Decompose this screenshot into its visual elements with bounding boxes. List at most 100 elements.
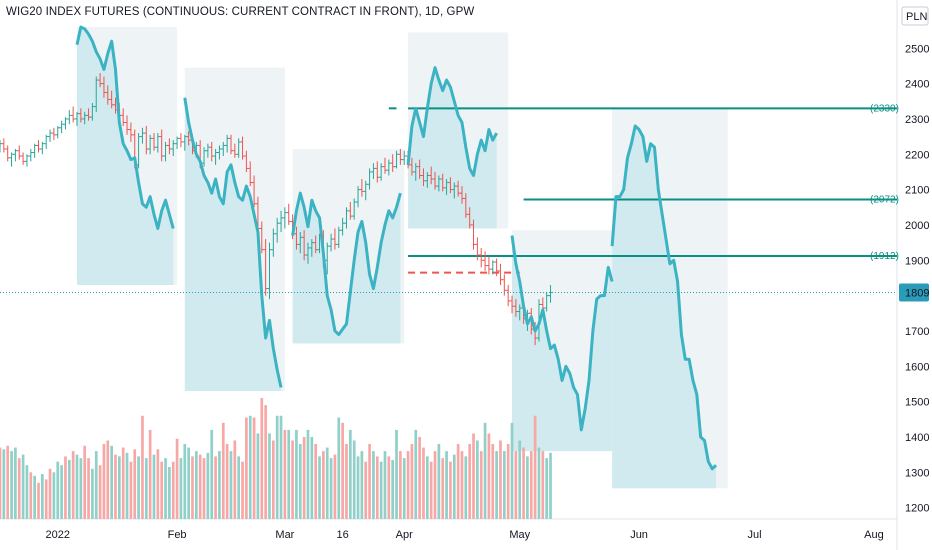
volume-bar bbox=[452, 454, 456, 519]
volume-bar bbox=[160, 461, 164, 519]
x-tick-Feb: Feb bbox=[168, 529, 187, 541]
volume-bar bbox=[526, 456, 529, 519]
volume-bar bbox=[445, 451, 448, 519]
x-tick-Aug: Aug bbox=[864, 529, 884, 541]
projection-line-2 bbox=[183, 97, 283, 388]
volume-bar bbox=[422, 447, 425, 519]
volume-bar bbox=[114, 454, 117, 519]
volume-bar bbox=[152, 454, 156, 519]
last-price-badge bbox=[899, 283, 929, 302]
volume-bar bbox=[314, 444, 318, 519]
volume-bar bbox=[279, 415, 283, 519]
volume-bar bbox=[2, 449, 6, 519]
volume-bar bbox=[17, 458, 21, 519]
volume-bar bbox=[144, 458, 148, 519]
volume-bar bbox=[337, 417, 341, 519]
y-tick-1600: 1600 bbox=[905, 361, 929, 373]
volume-bar bbox=[375, 456, 379, 519]
volume-bar bbox=[164, 458, 167, 519]
volume-bar bbox=[0, 447, 2, 519]
volume-bar bbox=[214, 456, 217, 519]
volume-bar bbox=[71, 451, 75, 519]
volume-bar bbox=[537, 447, 541, 519]
volume-bar bbox=[191, 456, 194, 519]
y-tick-2500: 2500 bbox=[905, 43, 929, 55]
volume-bar bbox=[237, 456, 241, 519]
projection-area-2 bbox=[184, 97, 282, 392]
volume-bar bbox=[79, 458, 83, 519]
x-tick-Jun: Jun bbox=[630, 529, 648, 541]
volume-bar bbox=[437, 444, 441, 519]
volume-bar bbox=[194, 451, 198, 519]
volume-bar bbox=[6, 445, 10, 519]
volume-bar bbox=[329, 458, 333, 519]
volume-bar bbox=[64, 456, 67, 519]
volume-bar bbox=[275, 415, 279, 519]
y-tick-1200: 1200 bbox=[905, 503, 929, 515]
volume-bar bbox=[106, 440, 110, 519]
volume-bar bbox=[352, 440, 356, 519]
volume-bar bbox=[356, 456, 360, 519]
volume-bar bbox=[117, 456, 121, 519]
projection-line-3 bbox=[291, 191, 402, 336]
volume-bar bbox=[302, 436, 306, 519]
volume-bar bbox=[348, 429, 352, 519]
volume-bar bbox=[25, 465, 29, 519]
volume-bar bbox=[225, 444, 229, 519]
volume-bar bbox=[37, 482, 40, 519]
volume-bar bbox=[468, 444, 472, 519]
chart-title: WIG20 INDEX FUTURES (CONTINUOUS: CURRENT… bbox=[6, 6, 475, 18]
volume-bar bbox=[310, 436, 314, 519]
volume-bar bbox=[295, 429, 298, 519]
volume-bar bbox=[218, 451, 221, 519]
volume-bar bbox=[198, 454, 202, 519]
volume-bar bbox=[360, 451, 364, 519]
volume-bar bbox=[399, 451, 402, 519]
volume-bar bbox=[44, 479, 48, 519]
currency-box bbox=[901, 6, 929, 26]
volume-bar bbox=[175, 438, 179, 519]
y-tick-1700: 1700 bbox=[905, 326, 929, 338]
volume-bar bbox=[318, 456, 321, 519]
time-axis: 2022 Feb Mar 16 Apr May Jun Jul Aug bbox=[46, 529, 884, 541]
x-tick-Jul: Jul bbox=[748, 529, 762, 541]
level-label-1912: (1912) bbox=[870, 251, 899, 262]
volume-bar bbox=[418, 436, 421, 519]
volume-bar bbox=[83, 445, 87, 519]
volume-bar bbox=[202, 458, 206, 519]
volume-bar bbox=[29, 472, 33, 519]
volume-bar bbox=[91, 468, 94, 519]
volume-bar bbox=[460, 451, 464, 519]
volume-bar bbox=[487, 433, 491, 519]
volume-bar bbox=[137, 456, 140, 519]
volume-bar bbox=[87, 458, 90, 519]
volume-bar bbox=[495, 451, 498, 519]
volume-bar bbox=[171, 461, 175, 519]
projection-line-5 bbox=[510, 235, 614, 432]
volume-bar bbox=[506, 444, 510, 519]
volume-bar bbox=[549, 452, 552, 519]
y-tick-1300: 1300 bbox=[905, 467, 929, 479]
x-tick-2022: 2022 bbox=[46, 529, 70, 541]
volume-bar bbox=[391, 459, 395, 519]
last-price-value: 1809 bbox=[905, 287, 929, 299]
x-tick-May: May bbox=[509, 529, 530, 541]
volume-bar bbox=[510, 422, 514, 519]
volume-bar bbox=[522, 447, 525, 519]
volume-bar bbox=[379, 461, 383, 519]
x-tick-16: 16 bbox=[337, 529, 349, 541]
volume-bar bbox=[341, 422, 344, 519]
volume-bar bbox=[545, 458, 549, 519]
volume-bar bbox=[14, 447, 17, 519]
horizontal-levels: (2330) (2072) (1912) bbox=[388, 103, 899, 274]
volume-bar bbox=[129, 461, 133, 519]
y-tick-2300: 2300 bbox=[905, 114, 929, 126]
volume-bar bbox=[402, 458, 406, 519]
projection-line-6 bbox=[610, 124, 718, 471]
volume-bar bbox=[256, 433, 260, 519]
volume-bar bbox=[133, 449, 137, 519]
volume-bar bbox=[406, 451, 410, 519]
y-tick-1900: 1900 bbox=[905, 255, 929, 267]
y-tick-2000: 2000 bbox=[905, 220, 929, 232]
